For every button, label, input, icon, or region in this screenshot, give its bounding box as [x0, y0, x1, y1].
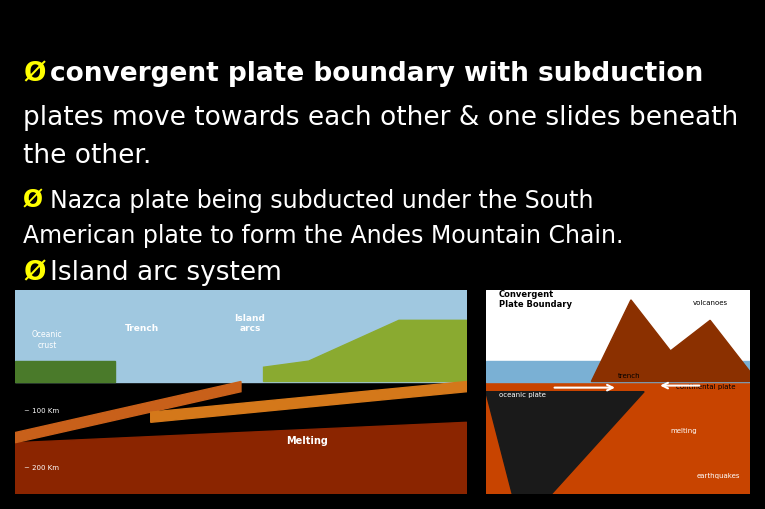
Text: Melting: Melting	[286, 435, 328, 445]
Text: trench: trench	[617, 373, 640, 379]
Text: melting: melting	[670, 428, 697, 434]
Text: Trench: Trench	[125, 324, 159, 333]
Text: ~ 100 Km: ~ 100 Km	[24, 407, 60, 413]
Polygon shape	[486, 290, 750, 372]
Polygon shape	[15, 361, 115, 382]
Polygon shape	[263, 321, 467, 382]
Polygon shape	[15, 382, 241, 443]
Polygon shape	[591, 300, 750, 382]
Text: :: :	[639, 61, 656, 87]
Text: Convergent
Plate Boundary: Convergent Plate Boundary	[499, 289, 572, 308]
Text: volcanoes: volcanoes	[692, 299, 728, 305]
Text: Nazca plate being subducted under the South: Nazca plate being subducted under the So…	[50, 188, 593, 212]
Text: continental plate: continental plate	[675, 383, 735, 389]
Text: Ø: Ø	[23, 61, 45, 87]
Text: earthquakes: earthquakes	[697, 472, 741, 478]
Text: the other.: the other.	[23, 143, 151, 168]
Text: oceanic plate: oceanic plate	[499, 391, 546, 397]
Polygon shape	[15, 422, 467, 494]
Text: Oceanic
crust: Oceanic crust	[31, 330, 62, 349]
Text: plates move towards each other & one slides beneath: plates move towards each other & one sli…	[23, 104, 738, 130]
Text: Ø: Ø	[23, 188, 43, 212]
Polygon shape	[486, 361, 750, 382]
Text: ~ 200 Km: ~ 200 Km	[24, 464, 60, 470]
Text: American plate to form the Andes Mountain Chain.: American plate to form the Andes Mountai…	[23, 224, 623, 248]
Polygon shape	[486, 392, 644, 494]
Text: Ø: Ø	[23, 260, 45, 286]
Polygon shape	[15, 290, 467, 382]
Text: Island arc system: Island arc system	[50, 260, 282, 286]
Text: Island
arcs: Island arcs	[235, 314, 265, 333]
Polygon shape	[151, 382, 467, 422]
Polygon shape	[486, 372, 750, 494]
Text: convergent plate boundary with subduction: convergent plate boundary with subductio…	[50, 61, 703, 87]
